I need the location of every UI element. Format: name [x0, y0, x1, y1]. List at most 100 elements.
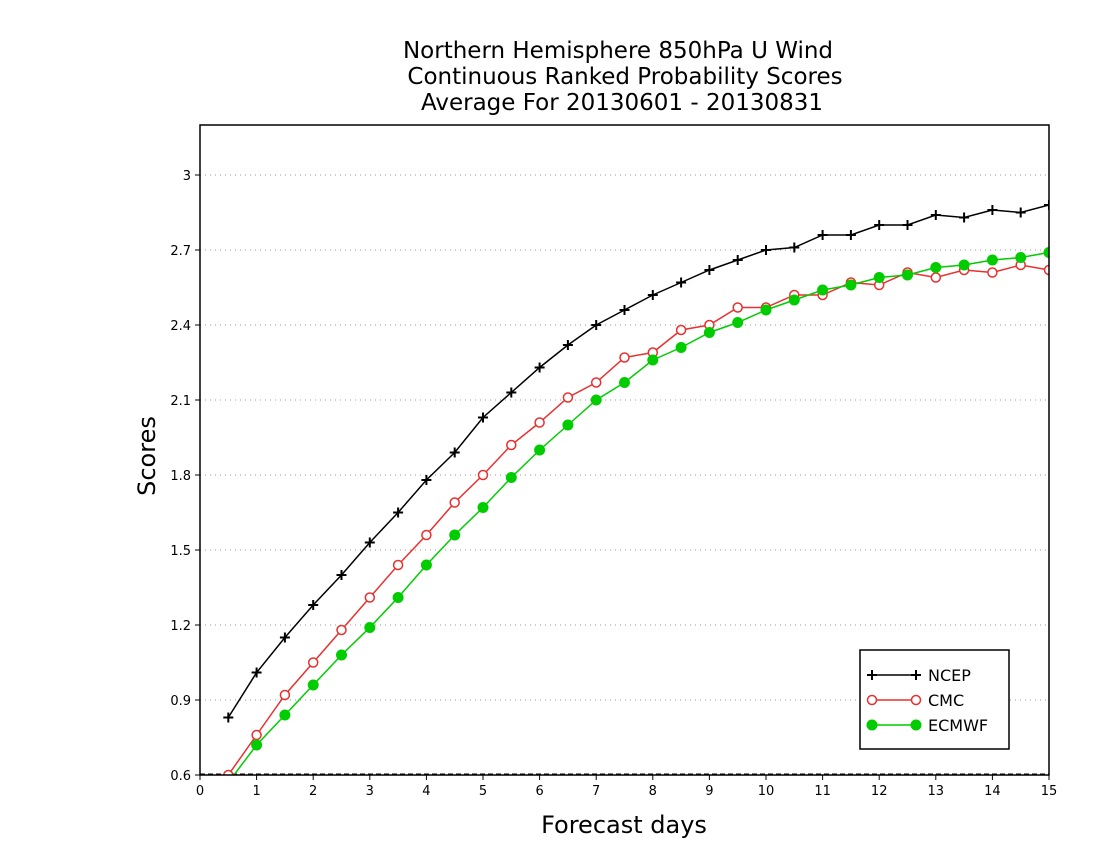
data-point-ncep — [676, 277, 687, 288]
data-point-ncep — [874, 220, 885, 230]
data-point-ncep — [1015, 207, 1026, 218]
x-tick-label: 6 — [535, 784, 543, 799]
y-tick-label: 0.6 — [170, 769, 191, 784]
data-point-ecmwf — [307, 679, 319, 691]
data-point-cmc — [364, 592, 376, 603]
data-point-ncep — [534, 362, 545, 373]
legend-marker-cmc — [910, 694, 922, 706]
data-point-cmc — [506, 439, 517, 451]
y-tick-label: 0.9 — [170, 694, 191, 709]
x-tick-label: 2 — [309, 784, 317, 799]
data-point-ncep — [506, 387, 517, 398]
plot-frame — [199, 124, 1050, 776]
x-tick-label: 5 — [479, 784, 487, 799]
data-point-ecmwf — [420, 559, 432, 571]
data-point-ncep — [591, 320, 602, 330]
data-point-ecmwf — [392, 592, 404, 603]
legend-label-cmc: CMC — [928, 691, 964, 710]
y-tick-label: 2.1 — [170, 394, 191, 409]
data-point-ecmwf — [647, 354, 659, 366]
x-tick-label: 13 — [928, 784, 945, 799]
data-point-ecmwf — [986, 254, 998, 266]
data-point-cmc — [449, 497, 460, 508]
legend-marker-cmc — [866, 694, 878, 706]
data-point-cmc — [675, 324, 687, 336]
x-tick-label: 7 — [592, 784, 600, 799]
data-point-ecmwf — [817, 284, 829, 296]
x-tick-label: 12 — [871, 784, 888, 799]
legend-label-ecmwf: ECMWF — [928, 716, 988, 735]
data-point-ecmwf — [364, 622, 376, 633]
data-point-ncep — [364, 537, 375, 548]
data-point-ecmwf — [449, 529, 461, 541]
data-point-ncep — [1044, 200, 1049, 210]
data-point-ncep — [959, 212, 970, 223]
x-tick-label: 10 — [758, 784, 775, 799]
data-point-ecmwf — [845, 279, 857, 291]
data-point-ncep — [902, 220, 913, 230]
x-tick-label: 14 — [984, 784, 1001, 799]
data-point-ncep — [845, 230, 856, 240]
chart-title-line-3: Average For 20130601 - 20130831 — [421, 90, 823, 116]
legend-label-ncep: NCEP — [928, 666, 971, 685]
x-tick-label: 11 — [814, 784, 831, 799]
data-point-cmc — [562, 392, 574, 403]
legend-marker-ncep — [867, 670, 877, 680]
data-point-cmc — [477, 469, 489, 481]
data-point-cmc — [336, 624, 347, 636]
data-point-ecmwf — [562, 419, 574, 431]
data-point-ecmwf — [732, 317, 744, 328]
data-point-cmc — [421, 529, 432, 541]
data-point-ncep — [647, 290, 658, 300]
data-point-ecmwf — [675, 342, 687, 353]
y-tick-label: 1.2 — [170, 619, 191, 634]
data-point-ecmwf — [505, 472, 517, 483]
y-tick-label: 1.8 — [170, 469, 191, 484]
series-ecmwf — [223, 247, 1049, 788]
data-point-ncep — [336, 570, 347, 580]
data-point-cmc — [619, 352, 630, 363]
data-point-ncep — [619, 305, 630, 315]
data-point-cmc — [251, 729, 262, 741]
data-point-cmc — [987, 267, 998, 278]
x-tick-label: 0 — [196, 784, 204, 799]
data-point-ecmwf — [930, 262, 942, 273]
data-point-cmc — [279, 689, 291, 701]
data-point-ncep — [817, 230, 828, 240]
data-point-ncep — [761, 245, 771, 255]
data-point-cmc — [534, 417, 545, 428]
x-axis-title: Forecast days — [541, 811, 707, 839]
data-point-cmc — [307, 657, 319, 668]
data-point-ncep — [449, 447, 460, 458]
y-tick-label: 1.5 — [170, 544, 191, 559]
x-tick-label: 9 — [705, 784, 713, 799]
data-point-ecmwf — [1015, 252, 1027, 263]
data-point-ncep — [251, 667, 262, 678]
x-tick-label: 15 — [1041, 784, 1058, 799]
y-axis-title: Scores — [133, 416, 161, 496]
data-point-ncep — [308, 600, 319, 610]
data-point-ecmwf — [788, 294, 800, 306]
data-point-cmc — [930, 272, 942, 283]
y-tick-label: 3 — [183, 169, 191, 184]
data-point-cmc — [732, 302, 743, 313]
data-point-ecmwf — [619, 377, 630, 388]
data-point-ncep — [789, 242, 800, 253]
series-line-ncep — [227, 204, 1049, 718]
data-point-ecmwf — [223, 778, 233, 788]
data-point-ncep — [223, 712, 234, 723]
x-tick-label: 8 — [649, 784, 657, 799]
data-point-ecmwf — [534, 444, 546, 456]
chart-title-line-1: Northern Hemisphere 850hPa U Wind — [403, 38, 833, 64]
x-tick-label: 3 — [366, 784, 374, 799]
legend: NCEP CMC ECMWF — [859, 649, 1010, 750]
legend-marker-ecmwf — [866, 719, 878, 731]
grid-lines — [200, 174, 1049, 775]
data-point-ncep — [393, 507, 404, 518]
data-point-ecmwf — [251, 739, 263, 751]
data-point-cmc — [1043, 264, 1049, 276]
legend-marker-ecmwf — [910, 719, 922, 731]
data-point-ecmwf — [703, 327, 715, 338]
y-tick-label: 2.4 — [170, 319, 191, 334]
